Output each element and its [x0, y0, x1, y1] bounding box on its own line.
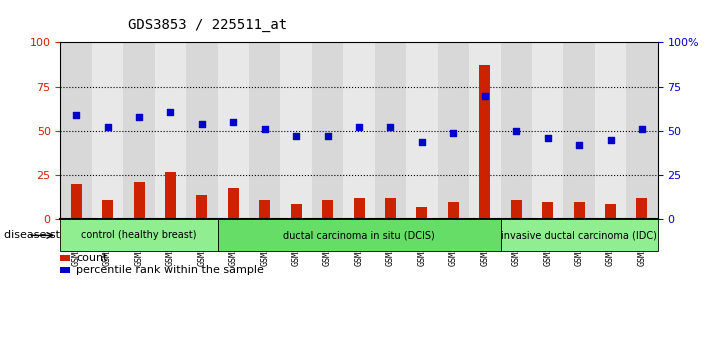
Bar — [165, 172, 176, 219]
Bar — [469, 42, 501, 219]
Point — [353, 125, 365, 130]
Point — [636, 126, 648, 132]
Bar — [102, 200, 113, 219]
Point — [542, 135, 553, 141]
Bar — [626, 42, 658, 219]
Text: percentile rank within the sample: percentile rank within the sample — [76, 265, 264, 275]
Bar — [196, 195, 208, 219]
Point — [510, 128, 522, 134]
Point — [70, 112, 82, 118]
Bar — [280, 42, 312, 219]
Bar — [574, 202, 584, 219]
Bar — [406, 42, 438, 219]
Bar — [417, 207, 427, 219]
Bar — [312, 42, 343, 219]
Text: ductal carcinoma in situ (DCIS): ductal carcinoma in situ (DCIS) — [283, 230, 435, 240]
Bar — [134, 182, 144, 219]
Point — [165, 109, 176, 114]
Bar — [155, 42, 186, 219]
Point — [196, 121, 208, 127]
Point — [385, 125, 396, 130]
Bar — [501, 42, 532, 219]
Bar — [595, 42, 626, 219]
Point — [228, 119, 239, 125]
Bar — [92, 42, 123, 219]
Point — [259, 126, 270, 132]
Bar — [532, 42, 563, 219]
Point — [573, 142, 584, 148]
Point — [479, 93, 491, 98]
Bar — [60, 42, 92, 219]
Bar — [249, 42, 280, 219]
Bar — [186, 42, 218, 219]
Point — [605, 137, 616, 143]
Point — [448, 130, 459, 136]
Bar — [375, 42, 406, 219]
Bar — [438, 42, 469, 219]
Text: GDS3853 / 225511_at: GDS3853 / 225511_at — [128, 18, 287, 32]
Text: disease state: disease state — [4, 230, 77, 240]
Point — [416, 139, 427, 144]
Bar — [218, 42, 249, 219]
Point — [291, 133, 302, 139]
Bar — [343, 42, 375, 219]
Bar — [448, 202, 459, 219]
Bar — [385, 198, 396, 219]
Text: invasive ductal carcinoma (IDC): invasive ductal carcinoma (IDC) — [501, 230, 657, 240]
Bar — [70, 184, 82, 219]
Bar — [636, 198, 648, 219]
Bar — [479, 65, 491, 219]
Bar — [542, 202, 553, 219]
Bar — [123, 42, 155, 219]
Point — [134, 114, 145, 120]
Bar — [353, 198, 365, 219]
Text: count: count — [76, 253, 107, 263]
Bar — [260, 200, 270, 219]
Bar — [322, 200, 333, 219]
Point — [102, 125, 113, 130]
Bar — [605, 204, 616, 219]
Bar — [228, 188, 239, 219]
Bar — [563, 42, 595, 219]
Bar — [291, 204, 301, 219]
Bar — [510, 200, 522, 219]
Point — [322, 133, 333, 139]
Text: control (healthy breast): control (healthy breast) — [81, 230, 197, 240]
